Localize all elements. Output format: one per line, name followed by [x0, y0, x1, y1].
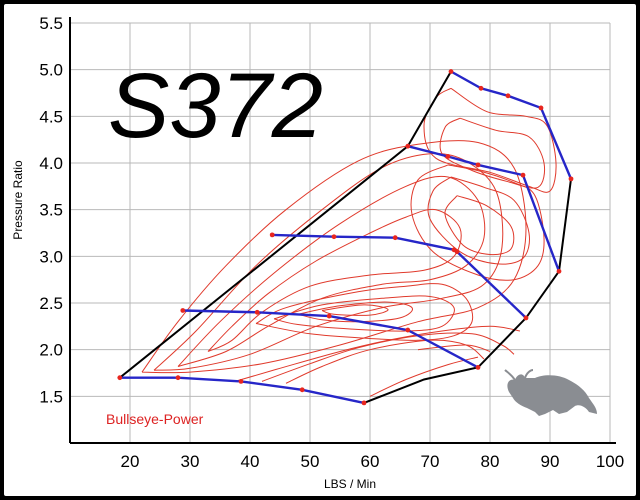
efficiency-contour [285, 339, 485, 384]
data-point [556, 268, 562, 274]
efficiency-island [207, 208, 462, 352]
x-axis-label: LBS / Min [324, 477, 376, 491]
data-point [505, 93, 511, 99]
efficiency-island [141, 140, 527, 374]
y-tick-label: 3.0 [39, 247, 63, 266]
efficiency-islands [141, 87, 557, 397]
grid [70, 22, 611, 443]
data-points [117, 69, 574, 406]
data-point [475, 365, 481, 370]
x-tick-label: 30 [181, 452, 200, 471]
data-point [454, 249, 460, 255]
tick-labels: 20 30 40 50 60 70 80 90 100 1.5 2.0 2.5 3.0 3.5 4.0 4.5… [39, 14, 624, 471]
efficiency-contour [417, 344, 491, 352]
data-point [269, 232, 275, 238]
x-tick-label: 60 [361, 452, 380, 471]
data-point [254, 309, 260, 315]
efficiency-island [255, 283, 474, 341]
y-axis-label: Pressure Ratio [11, 160, 25, 240]
brand-annotation: Bullseye-Power [106, 411, 204, 427]
compressor-map: 20 30 40 50 60 70 80 90 100 1.5 2.0 2.5 3.0 3.5 4.0 4.5… [11, 14, 624, 491]
efficiency-island [297, 301, 413, 323]
efficiency-island [439, 117, 546, 189]
efficiency-island [423, 87, 557, 193]
chart-title: S372 [108, 55, 323, 157]
data-point [117, 375, 123, 381]
data-point [538, 105, 544, 111]
y-tick-label: 2.5 [39, 294, 63, 313]
efficiency-contour [369, 356, 479, 397]
efficiency-contour [237, 325, 521, 381]
axes [69, 17, 616, 444]
data-point [568, 176, 574, 182]
data-point [478, 85, 484, 91]
y-tick-label: 3.5 [39, 201, 63, 220]
efficiency-island [321, 304, 389, 316]
y-tick-label: 2.0 [39, 341, 63, 360]
x-tick-label: 20 [121, 452, 140, 471]
data-point [175, 375, 181, 381]
data-point [523, 315, 529, 321]
efficiency-island [427, 176, 530, 265]
efficiency-island [410, 164, 545, 281]
bull-logo [504, 369, 597, 416]
data-point [475, 162, 481, 168]
data-point [180, 308, 186, 313]
data-point [238, 379, 244, 384]
speed-line [272, 233, 527, 319]
efficiency-island [153, 152, 504, 371]
efficiency-island [177, 175, 486, 367]
x-tick-label: 40 [241, 452, 260, 471]
data-point [326, 313, 332, 319]
data-point [520, 172, 526, 178]
y-tick-label: 5.5 [39, 14, 63, 33]
y-tick-label: 1.5 [39, 387, 63, 406]
y-tick-label: 4.5 [39, 107, 63, 126]
efficiency-island [273, 295, 455, 332]
choke-line [363, 178, 572, 404]
data-point [331, 234, 337, 240]
x-tick-label: 70 [421, 452, 440, 471]
x-tick-label: 100 [596, 452, 624, 471]
x-tick-label: 50 [301, 452, 320, 471]
data-point [448, 69, 454, 74]
x-tick-label: 90 [541, 452, 560, 471]
data-point [392, 235, 398, 241]
y-tick-label: 4.0 [39, 154, 63, 173]
data-point [405, 327, 411, 333]
data-point [445, 154, 451, 159]
efficiency-island [444, 195, 515, 256]
y-tick-label: 5.0 [39, 61, 63, 80]
data-point [405, 143, 411, 149]
data-point [299, 387, 305, 393]
x-tick-label: 80 [481, 452, 500, 471]
data-point [361, 400, 367, 406]
